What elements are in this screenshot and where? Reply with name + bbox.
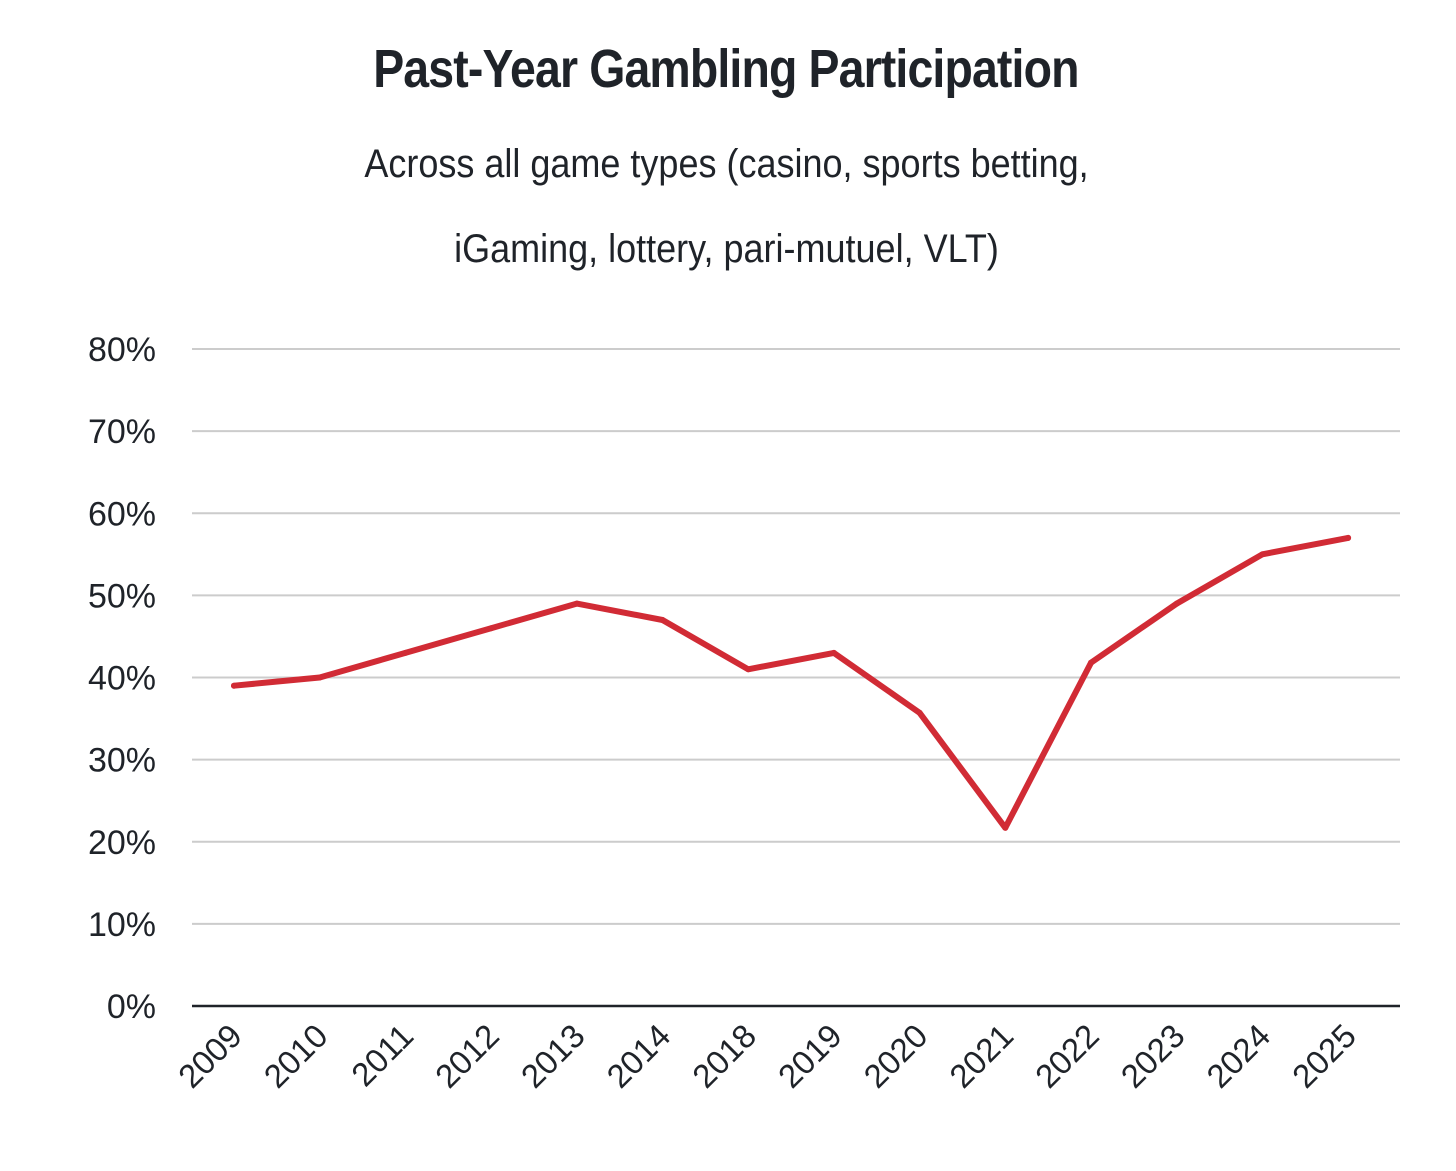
data-point [745,666,752,673]
x-tick-label: 2010 [257,1017,335,1095]
data-point [916,709,923,716]
x-tick-label: 2012 [428,1017,506,1095]
data-point [316,674,323,681]
y-tick-label: 40% [88,660,156,698]
x-tick-label: 2011 [344,1017,420,1093]
x-tick-label: 2019 [771,1017,849,1095]
y-tick-label: 20% [88,824,156,862]
y-tick-label: 0% [107,988,156,1026]
x-tick-label: 2014 [599,1017,677,1095]
x-axis-tick-labels: 2009 2010 2011 2012 2013 2014 2018 2019 2020 2021… [171,1017,1363,1095]
chart-subtitle-line-1: Across all game types (casino, sports be… [364,142,1089,186]
data-point [1345,534,1352,541]
x-tick-label: 2025 [1285,1017,1363,1095]
data-point [1002,824,1009,831]
x-tick-label: 2020 [856,1017,934,1095]
y-tick-label: 10% [88,906,156,944]
y-tick-label: 80% [88,331,156,369]
x-tick-label: 2009 [171,1017,249,1095]
y-tick-label: 50% [88,577,156,615]
data-point [659,617,666,624]
data-point [573,600,580,607]
x-tick-label: 2018 [685,1017,763,1095]
data-point [1173,600,1180,607]
y-axis-tick-labels: 0% 10% 20% 30% 40% 50% 60% 70% 80% [88,331,156,1026]
x-tick-label: 2013 [514,1017,592,1095]
y-tick-label: 30% [88,742,156,780]
x-tick-label: 2022 [1028,1017,1106,1095]
chart-subtitle-line-2: iGaming, lottery, pari-mutuel, VLT) [454,227,999,271]
data-point [1088,659,1094,666]
chart-title: Past-Year Gambling Participation [373,39,1079,99]
x-tick-label: 2021 [942,1017,1020,1095]
data-point [231,682,237,689]
y-tick-label: 70% [88,413,156,451]
x-tick-label: 2023 [1114,1017,1192,1095]
data-point [830,649,837,656]
series-layer [231,534,1352,831]
series-line [231,534,1352,831]
x-tick-label: 2024 [1199,1017,1277,1095]
data-point [402,649,409,656]
y-tick-label: 60% [88,495,156,533]
data-point [1259,551,1266,558]
data-point [488,625,495,632]
gridlines [192,348,1400,1008]
